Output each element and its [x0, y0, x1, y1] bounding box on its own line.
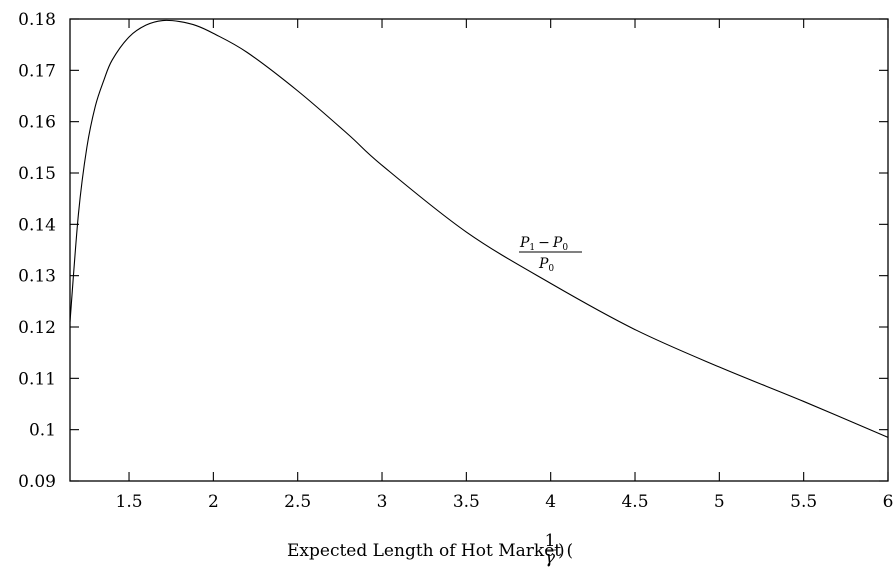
axis-ticks	[70, 18, 889, 482]
x-axis-title: Expected Length of Hot Market ( 1 γ )	[287, 531, 573, 568]
x-axis-title-text: Expected Length of Hot Market (	[287, 541, 573, 561]
x-tick-labels: 1.5 2 2.5 3 3.5 4 4.5 5 5.5 6	[116, 492, 894, 512]
y-tick-label: 0.15	[18, 164, 56, 184]
annotation-den-main: P	[538, 256, 549, 272]
annotation-num-sub2: 0	[562, 243, 568, 253]
y-tick-label: 0.11	[18, 369, 56, 389]
x-tick-label: 3	[377, 492, 388, 512]
x-tick-label: 6	[883, 492, 894, 512]
y-tick-label: 0.14	[18, 215, 56, 235]
x-tick-label: 3.5	[453, 492, 480, 512]
annotation-num-main: P	[519, 235, 530, 251]
x-tick-label: 5	[714, 492, 725, 512]
x-axis-title-frac-num: 1	[545, 531, 556, 551]
y-tick-label: 0.1	[29, 421, 56, 441]
annotation-num-minus: −	[538, 235, 550, 251]
x-tick-label: 4.5	[621, 492, 648, 512]
x-tick-label: 2.5	[284, 492, 311, 512]
y-tick-label: 0.17	[18, 61, 56, 81]
annotation-num-sub1: 1	[529, 243, 535, 253]
svg-text:P0: P0	[538, 256, 554, 274]
y-tick-label: 0.18	[18, 10, 56, 30]
y-tick-label: 0.09	[18, 472, 56, 492]
x-axis-title-frac-den: γ	[545, 548, 556, 568]
annotation-num-main-2: P	[552, 235, 563, 251]
y-tick-label: 0.13	[18, 267, 56, 287]
x-tick-label: 4	[545, 492, 556, 512]
x-axis-title-close: )	[558, 541, 565, 561]
annotation-den-sub: 0	[548, 264, 554, 274]
series-line-relative-price-change	[69, 19, 889, 438]
svg-text:P1−P0: P1− P0	[519, 235, 568, 253]
y-tick-labels: 0.09 0.1 0.11 0.12 0.13 0.14 0.15 0.16 0.17 0.18	[18, 10, 56, 492]
x-tick-label: 2	[208, 492, 219, 512]
x-tick-label: 5.5	[790, 492, 817, 512]
plot-frame	[69, 18, 889, 482]
y-tick-label: 0.12	[18, 318, 56, 338]
x-tick-label: 1.5	[116, 492, 143, 512]
curve-annotation: P1− P0 P0	[519, 235, 582, 274]
y-tick-label: 0.16	[18, 113, 56, 133]
